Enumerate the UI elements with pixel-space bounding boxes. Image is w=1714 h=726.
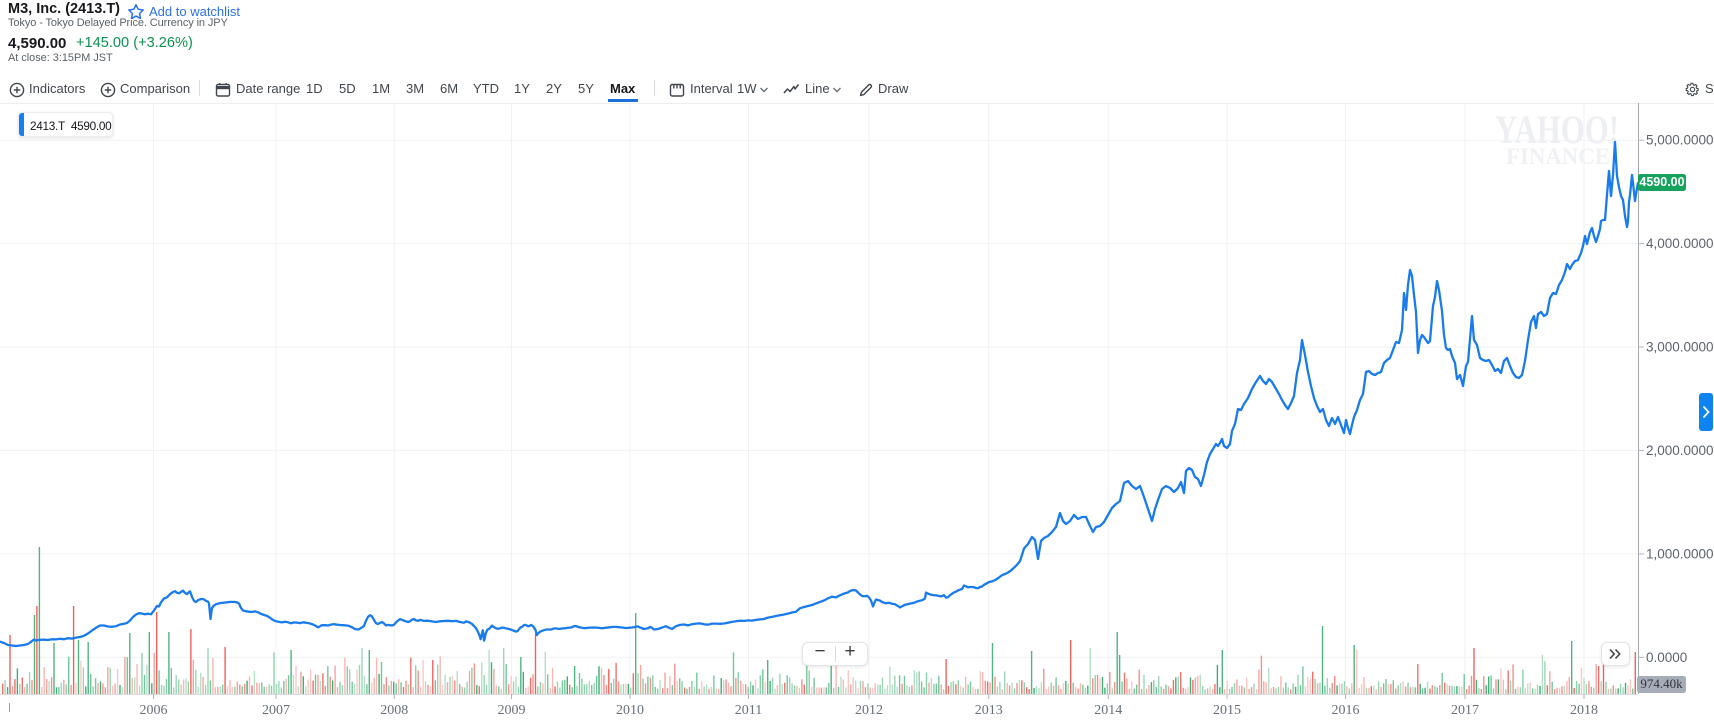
svg-text:2012: 2012	[855, 703, 883, 718]
svg-text:5,000.0000: 5,000.0000	[1646, 133, 1714, 148]
svg-text:2009: 2009	[498, 703, 526, 718]
svg-text:2,000.0000: 2,000.0000	[1646, 443, 1714, 458]
svg-text:2018: 2018	[1570, 703, 1598, 718]
svg-text:3,000.0000: 3,000.0000	[1646, 340, 1714, 355]
svg-text:2013: 2013	[975, 703, 1003, 718]
svg-text:2008: 2008	[380, 703, 408, 718]
svg-text:YAHOO!: YAHOO!	[1495, 107, 1619, 152]
svg-text:2015: 2015	[1213, 703, 1241, 718]
svg-text:2006: 2006	[140, 703, 168, 718]
svg-text:1,000.0000: 1,000.0000	[1646, 546, 1714, 561]
svg-text:4,000.0000: 4,000.0000	[1646, 236, 1714, 251]
svg-text:2016: 2016	[1332, 703, 1360, 718]
svg-text:2017: 2017	[1451, 703, 1479, 718]
svg-text:FINANCE: FINANCE	[1506, 144, 1610, 169]
svg-text:0.0000: 0.0000	[1646, 650, 1687, 665]
svg-text:2007: 2007	[262, 703, 290, 718]
svg-text:2010: 2010	[616, 703, 644, 718]
svg-text:2014: 2014	[1094, 703, 1122, 718]
svg-text:2011: 2011	[735, 703, 762, 718]
